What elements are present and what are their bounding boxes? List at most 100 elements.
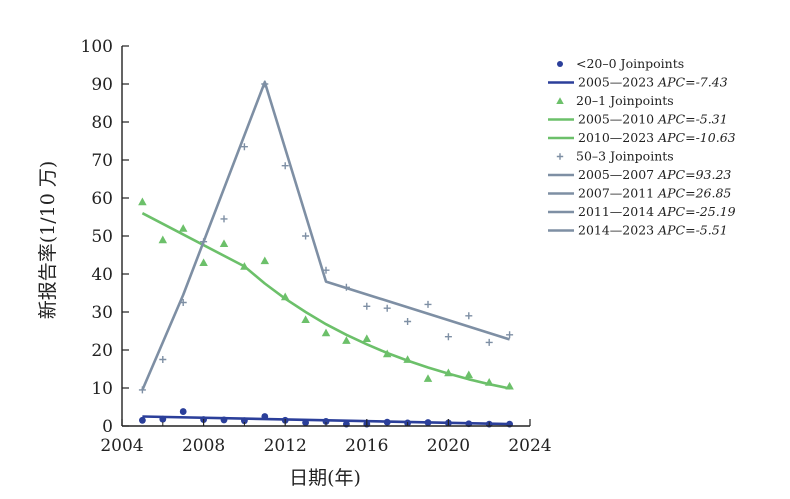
- data-point-<20-0: [179, 408, 187, 415]
- legend-segment-label: 2005—2010 APC=-5.31: [578, 112, 728, 127]
- data-point-<20-0: [383, 418, 391, 426]
- legend-period: 2011—2014: [578, 204, 658, 219]
- y-tick-label: 0: [102, 417, 113, 437]
- legend-segment-label: 2007—2011 APC=26.85: [578, 186, 731, 201]
- data-point-20-1: [382, 349, 392, 358]
- x-tick-label: 2024: [508, 436, 551, 456]
- data-point-20-1: [199, 258, 208, 266]
- y-tick-label: 70: [91, 151, 113, 171]
- data-point-50-3: [404, 318, 412, 325]
- data-point-50-3: [322, 266, 330, 274]
- data-point-50-3: [240, 143, 248, 151]
- legend-segment-label: 2014—2023 APC=-5.51: [578, 223, 728, 238]
- data-point-<20-0: [159, 415, 167, 423]
- data-point-20-1: [464, 370, 474, 379]
- data-point-50-3: [363, 302, 371, 310]
- data-point-<20-0: [139, 416, 146, 424]
- legend-apc: APC=93.23: [657, 167, 731, 182]
- x-tick-label: 2004: [100, 436, 143, 456]
- y-tick-label: 10: [91, 379, 113, 399]
- legend-period: 2014—2023: [578, 223, 658, 238]
- x-tick-label: 2020: [427, 436, 470, 456]
- legend-points-label: <20–0 Joinpoints: [576, 56, 684, 71]
- data-point-20-1: [342, 336, 351, 344]
- legend-apc: APC=26.85: [657, 186, 731, 201]
- legend-segment-label: 2005—2007 APC=93.23: [578, 167, 731, 182]
- y-tick-label: 100: [81, 37, 113, 57]
- fit-line-2: [141, 80, 510, 391]
- legend-marker-20-1: [556, 97, 564, 104]
- legend-points-label: 50–3 Joinpoints: [576, 149, 674, 164]
- data-point-50-3: [159, 356, 167, 363]
- data-point-20-1: [484, 378, 494, 386]
- legend-apc: APC=-5.51: [657, 223, 728, 238]
- data-point-<20-0: [424, 419, 432, 426]
- data-point-50-3: [261, 80, 269, 88]
- data-point-20-1: [260, 256, 270, 265]
- legend-segment-label: 2011—2014 APC=-25.19: [578, 204, 736, 219]
- data-point-20-1: [178, 224, 188, 232]
- data-point-<20-0: [220, 416, 228, 424]
- data-point-20-1: [138, 197, 147, 206]
- y-tick-label: 30: [91, 303, 113, 323]
- data-point-50-3: [220, 215, 228, 223]
- legend-marker-<20-0: [557, 61, 563, 67]
- data-point-20-1: [280, 292, 290, 301]
- data-point-20-1: [301, 315, 310, 323]
- fit-line-1: [141, 212, 510, 390]
- data-point-50-3: [424, 300, 432, 308]
- y-axis-label: 新报告率(1/10 万): [37, 161, 59, 320]
- data-point-50-3: [138, 386, 146, 394]
- y-tick-label: 20: [91, 341, 113, 361]
- legend-segment-label: 2005—2023 APC=-7.43: [578, 75, 728, 90]
- legend-period: 2010—2023: [578, 130, 658, 145]
- data-point-20-1: [219, 239, 229, 247]
- legend-marker-50-3: [556, 153, 564, 160]
- legend-points-label: 20–1 Joinpoints: [576, 93, 674, 108]
- data-point-50-3: [302, 232, 310, 240]
- data-point-20-1: [158, 235, 168, 244]
- data-point-20-1: [403, 355, 412, 363]
- legend-apc: APC=-5.31: [657, 112, 728, 127]
- data-point-20-1: [505, 381, 514, 390]
- data-point-20-1: [444, 368, 453, 377]
- data-point-20-1: [423, 374, 433, 382]
- data-point-50-3: [485, 338, 493, 346]
- data-point-50-3: [383, 304, 391, 312]
- x-tick-label: 2008: [182, 436, 225, 456]
- legend-period: 2007—2011: [578, 186, 658, 201]
- data-point-50-3: [465, 312, 473, 320]
- legend-apc: APC=-10.63: [657, 130, 736, 145]
- data-point-50-3: [342, 283, 350, 291]
- y-tick-label: 40: [91, 265, 113, 285]
- legend-segment-label: 2010—2023 APC=-10.63: [578, 130, 736, 145]
- data-point-20-1: [362, 334, 372, 342]
- data-point-20-1: [240, 262, 249, 270]
- y-tick-label: 90: [91, 75, 113, 95]
- y-tick-label: 50: [91, 227, 113, 247]
- legend: <20–0 Joinpoints 2005—2023 APC=-7.43 20–1 …: [548, 56, 736, 238]
- data-point-<20-0: [261, 413, 269, 420]
- data-point-20-1: [321, 328, 331, 337]
- data-point-50-3: [281, 162, 289, 170]
- legend-apc: APC=-7.43: [657, 75, 728, 90]
- data-point-50-3: [506, 331, 514, 339]
- legend-period: 2005—2023: [578, 75, 658, 90]
- axes: 0 10 20 30 40 50 60 70 80 90 100 2004 2008 2012 2016 20…: [81, 37, 552, 456]
- x-axis-label: 日期(年): [289, 467, 361, 489]
- x-tick-label: 2016: [345, 436, 388, 456]
- x-tick-label: 2012: [264, 436, 307, 456]
- y-tick-label: 60: [91, 189, 113, 209]
- data-point-<20-0: [302, 419, 309, 426]
- data-point-50-3: [200, 238, 208, 246]
- legend-period: 2005—2010: [578, 112, 658, 127]
- data-point-<20-0: [241, 417, 248, 425]
- data-point-50-3: [444, 333, 452, 341]
- y-tick-label: 80: [91, 113, 113, 133]
- legend-period: 2005—2007: [578, 167, 658, 182]
- data-point-<20-0: [322, 418, 330, 425]
- legend-apc: APC=-25.19: [657, 204, 736, 219]
- data-point-50-3: [179, 299, 187, 306]
- plot-area: [138, 80, 514, 428]
